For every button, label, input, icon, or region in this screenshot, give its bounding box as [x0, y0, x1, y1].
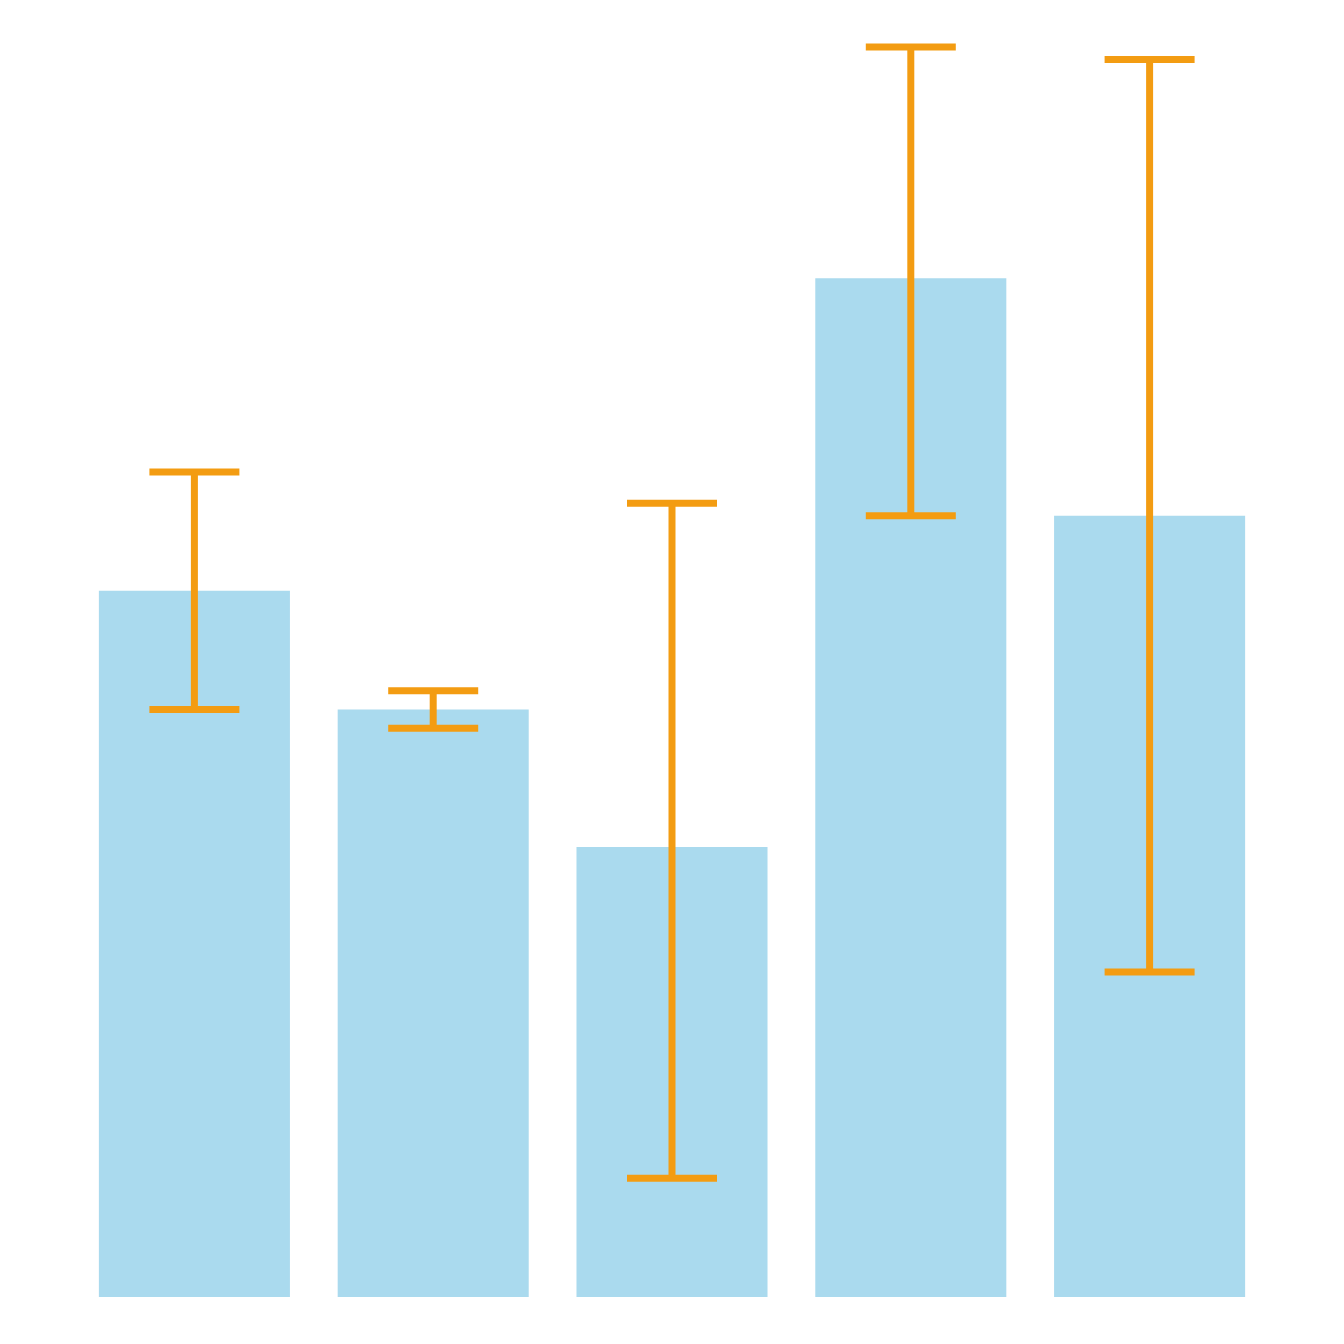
chart-svg: [0, 0, 1344, 1344]
bar-chart: [0, 0, 1344, 1344]
bar-1: [338, 710, 529, 1298]
